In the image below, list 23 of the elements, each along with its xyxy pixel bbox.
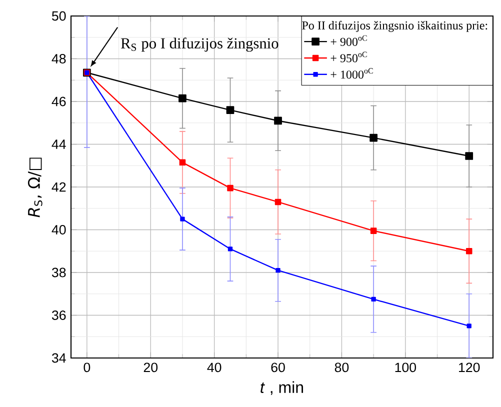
y-tick-label: 46 bbox=[52, 96, 66, 106]
x-tick-label: 80 bbox=[334, 362, 349, 372]
x-tick-label: 20 bbox=[144, 362, 158, 372]
y-tick-label: 38 bbox=[52, 268, 66, 278]
legend-label: + 900$^{oC}$ bbox=[330, 35, 367, 46]
x-tick-label: 0 bbox=[84, 362, 90, 372]
legend-label: + 950$^{oC}$ bbox=[330, 52, 367, 62]
x-tick-label: 40 bbox=[207, 362, 222, 372]
y-axis-title: R$_{S}$, Ω/□ bbox=[28, 158, 42, 218]
x-tick-label: 120 bbox=[459, 362, 480, 372]
y-tick-label: 48 bbox=[52, 54, 66, 64]
y-tick-label: 50 bbox=[52, 11, 66, 21]
x-axis-title: t , min bbox=[260, 381, 304, 395]
y-tick-label: 42 bbox=[52, 182, 66, 192]
legend-title: Po II difuzijos žingsnio iškaitinus prie: bbox=[302, 20, 488, 32]
y-tick-label: 44 bbox=[52, 140, 66, 149]
y-tick-label: 34 bbox=[52, 353, 66, 363]
x-tick-label: 100 bbox=[395, 362, 416, 372]
y-tick-label: 40 bbox=[52, 225, 66, 234]
legend-label: + 1000$^{oC}$ bbox=[330, 68, 373, 79]
x-tick-label: 60 bbox=[271, 362, 285, 372]
annotation: R$_{S}$ po I difuzijos žingsnio bbox=[120, 38, 278, 52]
y-tick-label: 36 bbox=[52, 310, 66, 320]
